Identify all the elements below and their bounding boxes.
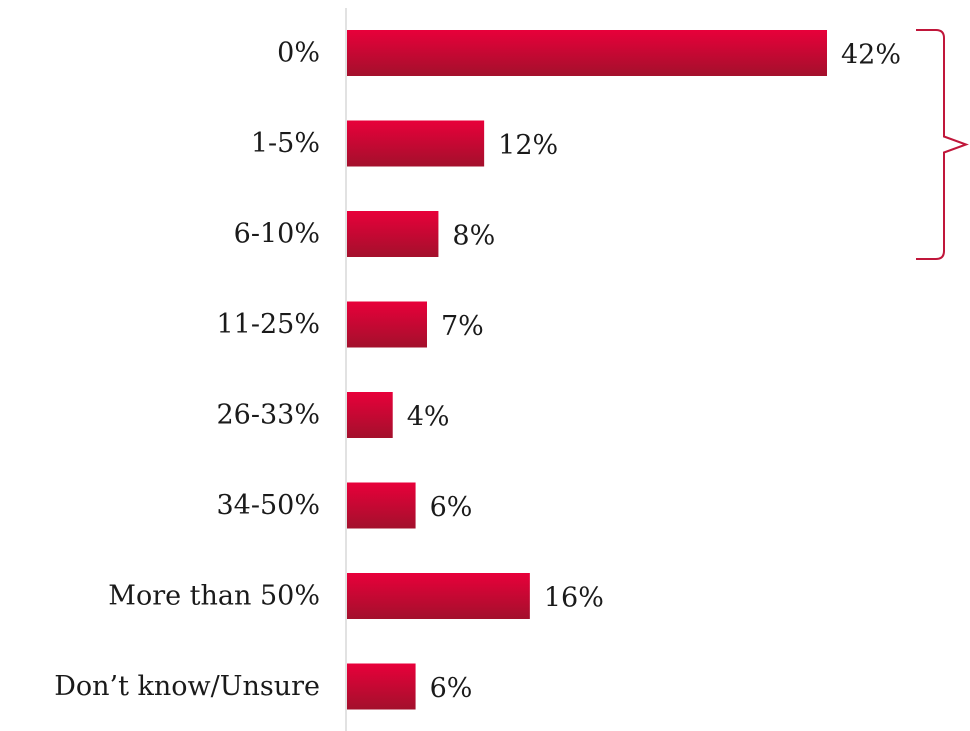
bar — [347, 482, 416, 529]
data-label: 42% — [841, 40, 901, 71]
category-label: 6-10% — [234, 219, 320, 250]
category-label: 1-5% — [251, 128, 320, 159]
data-label: 16% — [544, 583, 604, 614]
bar — [347, 211, 439, 257]
category-label: 26-33% — [217, 400, 321, 431]
category-label: 0% — [277, 38, 320, 69]
category-label: Don’t know/Unsure — [54, 671, 320, 702]
data-label: 4% — [407, 402, 450, 433]
bar — [347, 663, 416, 710]
data-label: 12% — [498, 130, 558, 161]
bar — [347, 301, 427, 348]
bar — [347, 120, 485, 167]
category-label: 34-50% — [217, 490, 321, 521]
data-label: 6% — [430, 673, 473, 704]
bar — [347, 392, 393, 438]
data-label: 6% — [430, 492, 473, 523]
bar — [347, 30, 827, 76]
data-label: 8% — [452, 221, 495, 252]
data-label: 7% — [441, 311, 484, 342]
bracket-annotation — [916, 29, 969, 260]
category-label: 11-25% — [217, 309, 321, 340]
bar — [347, 573, 530, 619]
category-label: More than 50% — [108, 581, 320, 612]
